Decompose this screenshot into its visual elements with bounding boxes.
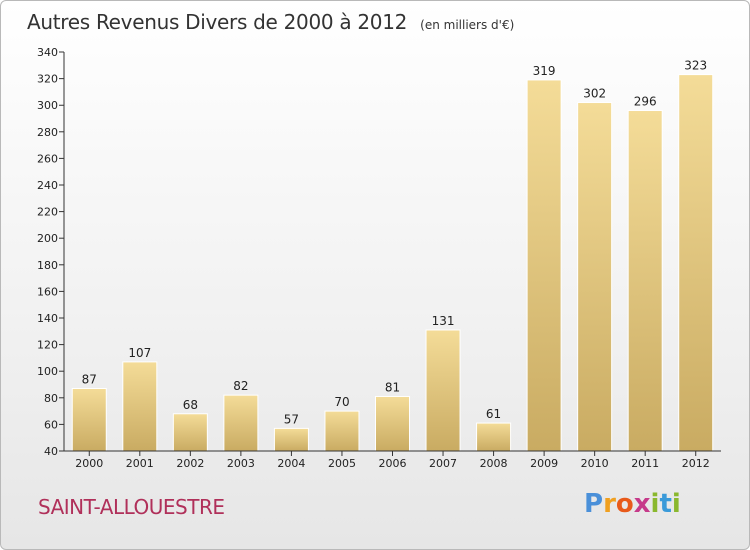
x-tick-label: 2005 xyxy=(328,457,356,470)
logo-letter: P xyxy=(584,489,604,519)
bar xyxy=(122,361,158,452)
y-tick-label: 80 xyxy=(44,392,58,405)
proxiti-logo: Proxiti xyxy=(584,489,681,519)
logo-letter: t xyxy=(659,489,672,519)
y-tick-label: 200 xyxy=(37,232,58,245)
x-tick-label: 2007 xyxy=(429,457,457,470)
logo-letter: o xyxy=(615,489,634,519)
y-tick-label: 320 xyxy=(37,73,58,86)
x-tick-label: 2011 xyxy=(631,457,659,470)
bar-value-label: 87 xyxy=(82,372,97,386)
bars-group: 87 107 68 82 57 70 81 131 61 319 302 296 323 xyxy=(71,59,714,452)
bar-value-label: 81 xyxy=(385,380,400,394)
bar-value-label: 302 xyxy=(583,87,606,101)
y-tick-label: 280 xyxy=(37,126,58,139)
y-tick-label: 160 xyxy=(37,285,58,298)
y-tick-label: 240 xyxy=(37,179,58,192)
bar xyxy=(526,79,562,452)
bar-value-label: 61 xyxy=(486,407,501,421)
chart-title: Autres Revenus Divers de 2000 à 2012 (en… xyxy=(27,10,514,34)
bar xyxy=(577,102,613,452)
y-tick-label: 140 xyxy=(37,312,58,325)
y-tick-label: 40 xyxy=(44,445,58,458)
x-tick-label: 2001 xyxy=(126,457,154,470)
y-tick-label: 60 xyxy=(44,418,58,431)
bar-value-label: 323 xyxy=(684,59,707,73)
bar xyxy=(627,110,663,452)
bar xyxy=(273,427,309,452)
chart-title-main: Autres Revenus Divers de 2000 à 2012 xyxy=(27,10,408,34)
bar-value-label: 131 xyxy=(432,314,455,328)
bar-value-label: 57 xyxy=(284,412,299,426)
logo-letter: r xyxy=(603,489,616,519)
y-tick-label: 300 xyxy=(37,99,58,112)
x-tick-label: 2003 xyxy=(227,457,255,470)
bar-value-label: 296 xyxy=(634,95,657,109)
bar xyxy=(71,387,107,452)
y-tick-label: 260 xyxy=(37,152,58,165)
y-tick-label: 340 xyxy=(37,46,58,59)
logo-letter: x xyxy=(633,489,651,519)
x-tick-label: 2008 xyxy=(480,457,508,470)
bar xyxy=(172,413,208,452)
logo-letter: i xyxy=(671,489,681,519)
y-tick-label: 180 xyxy=(37,259,58,272)
place-name: SAINT-ALLOUESTRE xyxy=(38,495,225,519)
bar xyxy=(678,74,714,452)
y-tick-label: 220 xyxy=(37,206,58,219)
bar xyxy=(223,394,259,452)
bar xyxy=(476,422,512,452)
y-tick-label: 120 xyxy=(37,339,58,352)
bar xyxy=(324,410,360,452)
chart-title-unit: (en milliers d'€) xyxy=(420,18,515,32)
bar-value-label: 70 xyxy=(334,395,349,409)
x-tick-label: 2006 xyxy=(379,457,407,470)
axes-group: 40 60 80 100 120 140 160 180 200 220 240 260 280 300 3… xyxy=(37,46,721,470)
x-tick-label: 2010 xyxy=(581,457,609,470)
bar xyxy=(425,329,461,452)
x-tick-label: 2009 xyxy=(530,457,558,470)
y-tick-label: 100 xyxy=(37,365,58,378)
bar-value-label: 107 xyxy=(128,346,151,360)
x-tick-label: 2012 xyxy=(682,457,710,470)
x-tick-label: 2000 xyxy=(75,457,103,470)
bar-value-label: 68 xyxy=(183,398,198,412)
x-tick-label: 2002 xyxy=(176,457,204,470)
bar-value-label: 319 xyxy=(533,64,556,78)
bar-value-label: 82 xyxy=(233,379,248,393)
bar xyxy=(375,395,410,452)
logo-letter: i xyxy=(650,489,660,519)
x-tick-label: 2004 xyxy=(277,457,305,470)
